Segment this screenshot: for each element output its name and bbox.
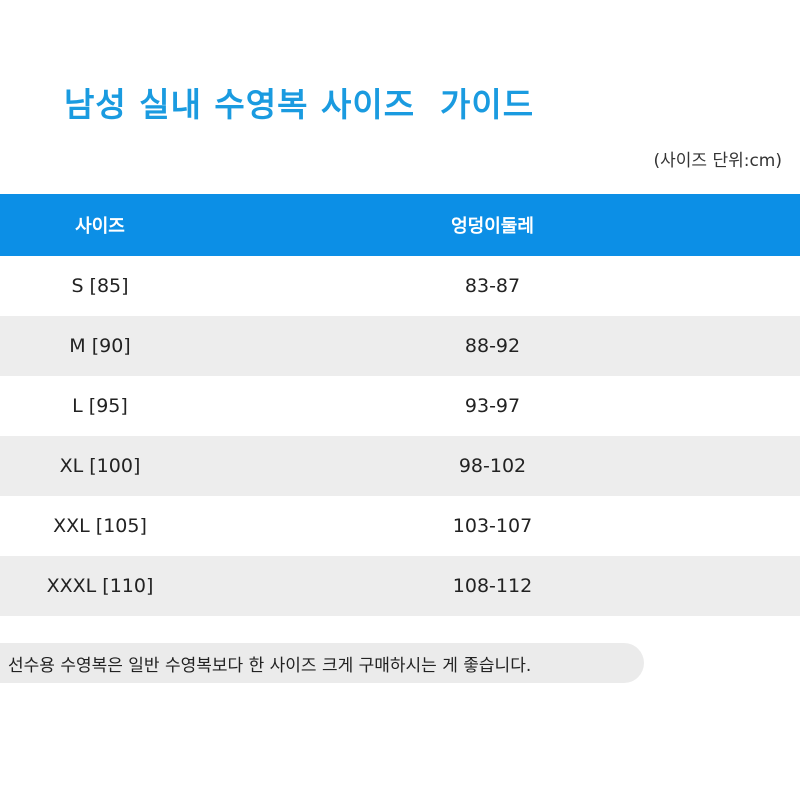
unit-note: (사이즈 단위:cm): [653, 151, 782, 171]
table-row: XXL [105] 103-107: [0, 496, 800, 556]
table-row: XXXL [110] 108-112: [0, 556, 800, 616]
size-cell: S [85]: [71, 275, 129, 297]
table-row: L [95] 93-97: [0, 376, 800, 436]
header-hip: 엉덩이둘레: [451, 216, 534, 237]
hip-cell: 83-87: [464, 275, 521, 297]
hip-cell: 93-97: [464, 395, 521, 417]
size-cell: XXXL [110]: [46, 575, 154, 597]
table-row: S [85] 83-87: [0, 256, 800, 316]
size-cell: L [95]: [72, 395, 128, 417]
size-cell: XXL [105]: [53, 515, 147, 537]
hip-cell: 103-107: [452, 515, 533, 537]
footer-note-text: 선수용 수영복은 일반 수영복보다 한 사이즈 크게 구매하시는 게 좋습니다.: [8, 655, 532, 676]
footer-note: 선수용 수영복은 일반 수영복보다 한 사이즈 크게 구매하시는 게 좋습니다.: [0, 643, 644, 683]
size-cell: M [90]: [69, 335, 131, 357]
header-size: 사이즈: [75, 216, 125, 237]
table-row: XL [100] 98-102: [0, 436, 800, 496]
hip-cell: 88-92: [464, 335, 521, 357]
hip-cell: 98-102: [458, 455, 527, 477]
page-title: 남성 실내 수영복 사이즈 가이드: [64, 85, 535, 124]
table-header-row: 사이즈 엉덩이둘레: [0, 194, 800, 256]
size-cell: XL [100]: [59, 455, 141, 477]
table-row: M [90] 88-92: [0, 316, 800, 376]
hip-cell: 108-112: [452, 575, 533, 597]
size-table: 사이즈 엉덩이둘레 S [85] 83-87 M [90] 88-92 L [9…: [0, 194, 800, 616]
